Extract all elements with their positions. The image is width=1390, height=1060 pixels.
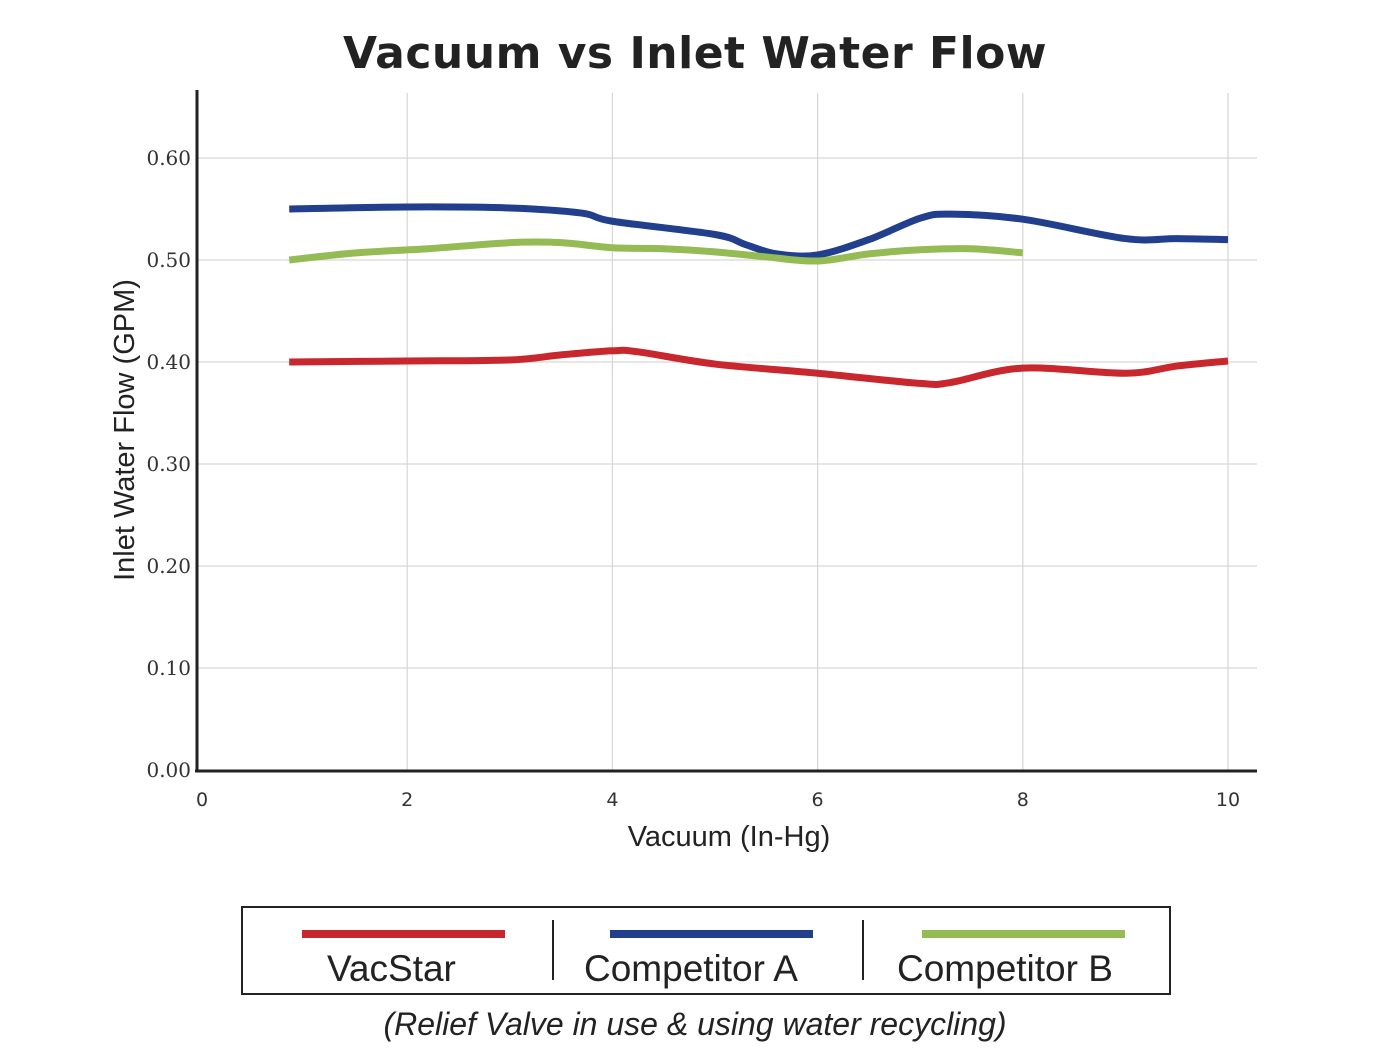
y-tick-label: 0.10 <box>146 656 191 680</box>
y-tick-label: 0.30 <box>146 452 191 476</box>
legend-separator <box>862 920 864 980</box>
x-tick-label: 6 <box>812 789 824 811</box>
x-tick-label: 2 <box>401 789 413 811</box>
legend-item-competitor-a: Competitor A <box>555 908 863 993</box>
x-tick-label: 0 <box>196 789 208 811</box>
legend-swatch-vacstar <box>302 930 505 938</box>
y-axis-label: Inlet Water Flow (GPM) <box>109 279 141 581</box>
series-line-competitor-a <box>289 203 1229 260</box>
chart-title: Vacuum vs Inlet Water Flow <box>343 28 1047 79</box>
x-axis-label: Vacuum (In-Hg) <box>628 821 831 853</box>
y-tick-label: 0.20 <box>146 554 191 578</box>
legend-swatch-competitor-b <box>922 930 1125 938</box>
series-line-competitor-b <box>288 238 1024 265</box>
y-tick-label: 0.40 <box>146 350 191 374</box>
legend-label-vacstar: VacStar <box>327 948 456 989</box>
legend-label-competitor-b: Competitor B <box>897 948 1113 989</box>
legend-item-competitor-b: Competitor B <box>865 908 1169 993</box>
y-tick-label: 0.00 <box>146 758 191 782</box>
x-tick-label: 4 <box>606 789 618 811</box>
legend: VacStar Competitor A Competitor B <box>241 906 1171 995</box>
y-tick-label: 0.60 <box>146 146 191 170</box>
series-line-vacstar <box>289 346 1229 388</box>
x-tick-label: 8 <box>1017 789 1029 811</box>
legend-item-vacstar: VacStar <box>243 908 553 993</box>
grid <box>197 93 1257 771</box>
chart-caption: (Relief Valve in use & using water recyc… <box>383 1006 1007 1042</box>
x-tick-labels: 0 2 4 6 8 10 <box>196 789 1240 811</box>
axes <box>195 90 1257 773</box>
legend-label-competitor-a: Competitor A <box>584 948 798 989</box>
y-tick-labels: 0.00 0.10 0.20 0.30 0.40 0.50 0.60 <box>146 146 191 782</box>
legend-swatch-competitor-a <box>610 930 813 938</box>
y-tick-label: 0.50 <box>146 248 191 272</box>
x-tick-label: 10 <box>1216 789 1240 811</box>
series-lines <box>288 203 1229 388</box>
legend-separator <box>552 920 554 980</box>
